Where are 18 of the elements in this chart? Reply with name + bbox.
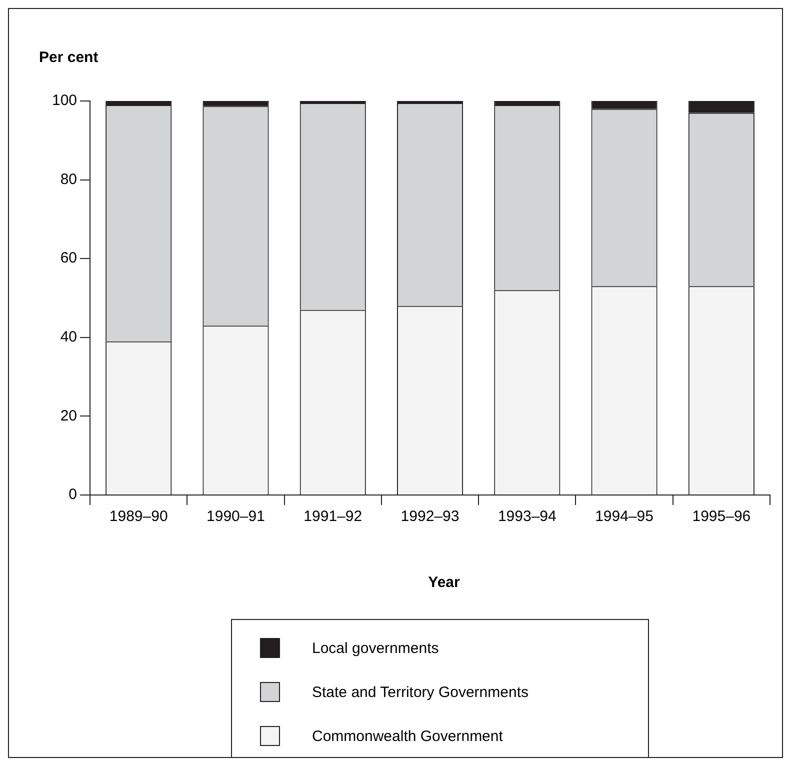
x-tick-label: 1995–96 xyxy=(692,508,751,526)
legend-label: Commonwealth Government xyxy=(312,728,503,744)
y-tick-label: 0 xyxy=(68,486,78,504)
legend-label: State and Territory Governments xyxy=(312,684,528,700)
x-tick-label: 1989–90 xyxy=(109,508,168,526)
x-tick-label: 1991–92 xyxy=(304,508,362,526)
x-axis-title: Year xyxy=(427,574,461,591)
x-tick-label: 1994–95 xyxy=(595,508,654,526)
y-tick-label: 60 xyxy=(60,250,78,267)
y-tick-label: 20 xyxy=(60,407,78,424)
y-tick-label: 40 xyxy=(60,328,78,346)
x-tick-label: 1993–94 xyxy=(498,508,556,526)
y-axis-title: Per cent xyxy=(39,49,98,66)
y-tick-label: 80 xyxy=(60,170,78,188)
x-tick-label: 1990–91 xyxy=(206,508,265,526)
legend-label: Local governments xyxy=(312,640,439,656)
y-tick-label: 100 xyxy=(52,92,78,110)
x-tick-label: 1992–93 xyxy=(400,508,460,526)
